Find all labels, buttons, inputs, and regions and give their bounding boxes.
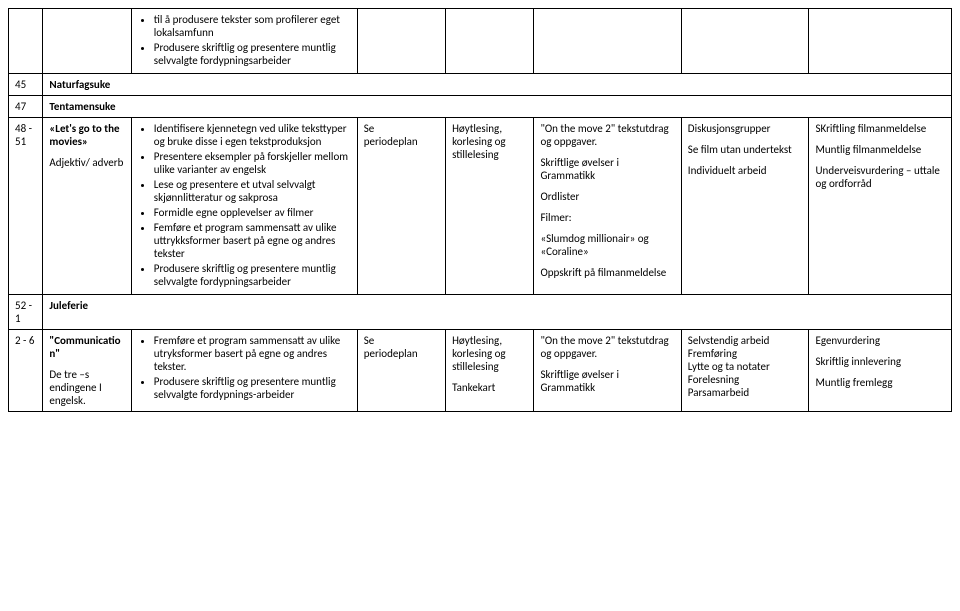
theme-week: Tentamensuke: [43, 96, 952, 118]
plan-cell: Se periodeplan: [357, 330, 445, 412]
list-item: til å produsere tekster som profilerer e…: [154, 13, 351, 39]
topic-title: "Communication": [49, 334, 124, 360]
cell-text: Underveisvurdering – uttale og ordforråd: [815, 164, 945, 190]
list-item: Formidle egne opplevelser av filmer: [154, 206, 351, 219]
list-item: Identifisere kjennetegn ved ulike tekstt…: [154, 122, 351, 148]
topic-cell: "Communication" De tre –s endingene I en…: [43, 330, 131, 412]
list-item: Lese og presentere et utval selvvalgt sk…: [154, 178, 351, 204]
topic-title: «Let's go to the movies»: [49, 122, 124, 148]
week-cell: 45: [9, 74, 43, 96]
cell-text: Se film utan undertekst: [688, 143, 803, 156]
resources-cell: "On the move 2" tekstutdrag og oppgaver.…: [534, 118, 681, 295]
cell-text: Oppskrift på filmanmeldelse: [540, 266, 674, 279]
cell-text: Se: [364, 122, 439, 135]
list-item: Presentere eksempler på forskjeller mell…: [154, 150, 351, 176]
cell-text: Fremføring: [688, 347, 803, 360]
topic-subtitle: Adjektiv/ adverb: [49, 156, 124, 169]
cell-text: "On the move 2" tekstutdrag og oppgaver.: [540, 334, 674, 360]
table-row: 52 - 1 Juleferie: [9, 295, 952, 330]
assessment-cell: Egenvurdering Skriftlig innlevering Munt…: [809, 330, 952, 412]
table-row: til å produsere tekster som profilerer e…: [9, 9, 952, 74]
theme-week: Juleferie: [43, 295, 952, 330]
week-cell: 52 - 1: [9, 295, 43, 330]
week-cell: 2 - 6: [9, 330, 43, 412]
curriculum-table: til å produsere tekster som profilerer e…: [8, 8, 952, 412]
plan-cell: Se periodeplan: [357, 118, 445, 295]
cell-text: Høytlesing, korlesing og stillelesing: [452, 334, 527, 373]
topic-cell: «Let's go to the movies» Adjektiv/ adver…: [43, 118, 131, 295]
week-cell: 48 - 51: [9, 118, 43, 295]
cell-text: Parsamarbeid: [688, 386, 803, 399]
activity-cell: Selvstendig arbeid Fremføring Lytte og t…: [681, 330, 809, 412]
cell-text: Lytte og ta notater: [688, 360, 803, 373]
week-cell: 47: [9, 96, 43, 118]
list-item: Fremføre et program sammensatt av ulike …: [154, 334, 351, 373]
list-item: Produsere skriftlig og presentere muntli…: [154, 41, 351, 67]
cell-text: Skriftlig innlevering: [815, 355, 945, 368]
cell-text: SKriftling filmanmeldelse: [815, 122, 945, 135]
list-item: Produsere skriftlig og presentere muntli…: [154, 375, 351, 401]
goal-list: Fremføre et program sammensatt av ulike …: [138, 334, 351, 401]
cell-text: Egenvurdering: [815, 334, 945, 347]
cell-text: Selvstendig arbeid: [688, 334, 803, 347]
cell-text: "On the move 2" tekstutdrag og oppgaver.: [540, 122, 674, 148]
cell-text: Ordlister: [540, 190, 674, 203]
assessment-cell: SKriftling filmanmeldelse Muntlig filman…: [809, 118, 952, 295]
table-row: 47 Tentamensuke: [9, 96, 952, 118]
table-row: 2 - 6 "Communication" De tre –s endingen…: [9, 330, 952, 412]
cell-text: Muntlig fremlegg: [815, 376, 945, 389]
cell-text: periodeplan: [364, 347, 439, 360]
goal-list: til å produsere tekster som profilerer e…: [138, 13, 351, 67]
method-cell: Høytlesing, korlesing og stillelesing Ta…: [446, 330, 534, 412]
list-item: Produsere skriftlig og presentere muntli…: [154, 262, 351, 288]
cell-text: periodeplan: [364, 135, 439, 148]
cell-text: Se: [364, 334, 439, 347]
cell-text: Muntlig filmanmeldelse: [815, 143, 945, 156]
table-row: 45 Naturfagsuke: [9, 74, 952, 96]
cell-text: «Slumdog millionair» og «Coraline»: [540, 232, 674, 258]
goal-list: Identifisere kjennetegn ved ulike tekstt…: [138, 122, 351, 288]
activity-cell: Diskusjonsgrupper Se film utan underteks…: [681, 118, 809, 295]
table-row: 48 - 51 «Let's go to the movies» Adjekti…: [9, 118, 952, 295]
method-cell: Høytlesing, korlesing og stillelesing: [446, 118, 534, 295]
theme-week: Naturfagsuke: [43, 74, 952, 96]
cell-text: Individuelt arbeid: [688, 164, 803, 177]
cell-text: Skriftlige øvelser i Grammatikk: [540, 368, 674, 394]
resources-cell: "On the move 2" tekstutdrag og oppgaver.…: [534, 330, 681, 412]
cell-text: Forelesning: [688, 373, 803, 386]
cell-text: Diskusjonsgrupper: [688, 122, 803, 135]
cell-text: Skriftlige øvelser i Grammatikk: [540, 156, 674, 182]
topic-subtitle: De tre –s endingene I engelsk.: [49, 368, 124, 407]
cell-text: Filmer:: [540, 211, 674, 224]
cell-text: Tankekart: [452, 381, 527, 394]
list-item: Femføre et program sammensatt av ulike u…: [154, 221, 351, 260]
